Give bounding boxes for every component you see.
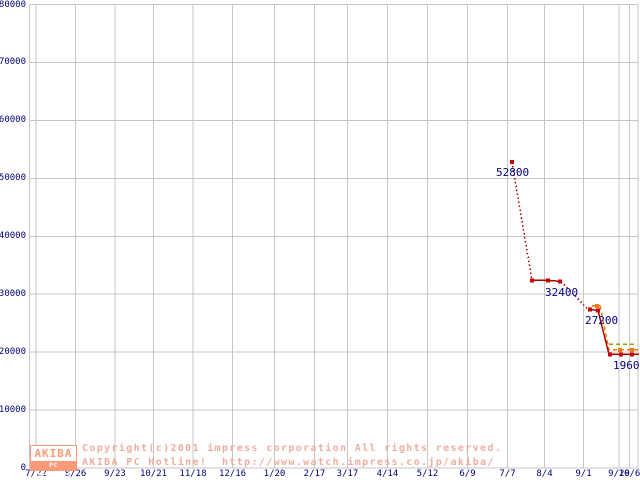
y-tick-label: 10000 xyxy=(0,405,26,416)
y-tick-label: 20000 xyxy=(0,347,26,358)
price-red-line xyxy=(587,308,639,356)
price-label: 32400 xyxy=(545,286,579,299)
y-tick-label: 80000 xyxy=(0,0,26,10)
price-red-line xyxy=(560,280,589,310)
price-red-marker xyxy=(588,307,592,312)
y-tick-label: 40000 xyxy=(0,231,26,242)
x-tick-label: 10/6 xyxy=(618,469,640,479)
price-red-line xyxy=(511,161,533,281)
x-tick-label: 2/17 xyxy=(303,469,326,479)
akiba-pc-hotline-logo: AKIBA PC Hotline! xyxy=(30,445,77,478)
price-label: 19600 xyxy=(613,359,640,372)
y-tick-label: 70000 xyxy=(0,57,26,68)
y-tick-label: 50000 xyxy=(0,173,26,184)
price-orange-marker xyxy=(595,303,599,308)
site-url-text: AKIBA PC Hotline! http://www.watch.impre… xyxy=(82,457,495,468)
copyright-text: Copyright(c)2001 impress corporation All… xyxy=(82,443,503,454)
x-tick-label: 6/9 xyxy=(459,469,476,479)
x-tick-label: 9/23 xyxy=(104,469,126,479)
price-orange-marker xyxy=(618,347,622,352)
price-label: 27200 xyxy=(585,314,619,327)
price-red-marker xyxy=(596,308,600,313)
logo-subtitle: PC Hotline! xyxy=(31,461,76,478)
x-tick-label: 1/20 xyxy=(263,469,286,479)
x-tick-label: 8/4 xyxy=(536,469,553,479)
x-tick-label: 9/29 xyxy=(608,469,630,479)
price-red-marker xyxy=(530,278,534,283)
price-orange-line xyxy=(599,305,639,351)
x-tick-label: 7/22 xyxy=(16,469,56,479)
y-tick-label: 30000 xyxy=(0,289,26,300)
price-label: 52800 xyxy=(496,166,530,179)
logo-title: AKIBA xyxy=(34,447,73,460)
x-tick-label: 3/17 xyxy=(336,469,359,479)
x-tick-label: 10/21 xyxy=(139,469,168,479)
x-tick-label: 8/26 xyxy=(64,469,87,479)
price-red-marker xyxy=(630,352,634,357)
x-tick-label: 7/7 xyxy=(499,469,516,479)
y-tick-label: 60000 xyxy=(0,115,26,126)
price-red-marker xyxy=(608,352,612,357)
x-tick-label: 12/16 xyxy=(218,469,247,479)
x-tick-label: 4/14 xyxy=(376,469,399,479)
x-tick-label: 5/12 xyxy=(416,469,439,479)
x-tick-label: 11/18 xyxy=(179,469,207,479)
y-tick-label: 0 xyxy=(20,463,26,473)
price-red-marker xyxy=(558,279,562,284)
x-tick-label: 9/1 xyxy=(575,469,592,479)
price-red-marker xyxy=(546,278,550,283)
price-orange-marker xyxy=(630,347,634,352)
price-red-marker xyxy=(619,352,623,357)
price-red-marker xyxy=(510,160,514,165)
